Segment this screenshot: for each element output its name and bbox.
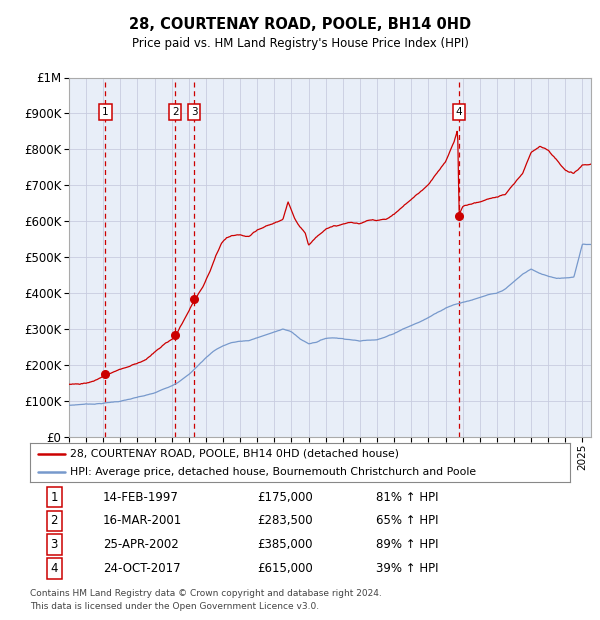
Text: HPI: Average price, detached house, Bournemouth Christchurch and Poole: HPI: Average price, detached house, Bour… (71, 467, 476, 477)
Text: £283,500: £283,500 (257, 515, 313, 528)
Text: 24-OCT-2017: 24-OCT-2017 (103, 562, 181, 575)
Text: 28, COURTENAY ROAD, POOLE, BH14 0HD: 28, COURTENAY ROAD, POOLE, BH14 0HD (129, 17, 471, 32)
Text: £385,000: £385,000 (257, 538, 312, 551)
Text: 28, COURTENAY ROAD, POOLE, BH14 0HD (detached house): 28, COURTENAY ROAD, POOLE, BH14 0HD (det… (71, 449, 400, 459)
Text: 1: 1 (102, 107, 109, 117)
Text: £615,000: £615,000 (257, 562, 313, 575)
Text: 3: 3 (191, 107, 197, 117)
Text: 2: 2 (50, 515, 58, 528)
Text: 1: 1 (50, 490, 58, 503)
Text: 81% ↑ HPI: 81% ↑ HPI (376, 490, 438, 503)
Text: Price paid vs. HM Land Registry's House Price Index (HPI): Price paid vs. HM Land Registry's House … (131, 37, 469, 50)
Text: 3: 3 (50, 538, 58, 551)
Text: 39% ↑ HPI: 39% ↑ HPI (376, 562, 438, 575)
Text: This data is licensed under the Open Government Licence v3.0.: This data is licensed under the Open Gov… (30, 602, 319, 611)
Text: Contains HM Land Registry data © Crown copyright and database right 2024.: Contains HM Land Registry data © Crown c… (30, 590, 382, 598)
Text: £175,000: £175,000 (257, 490, 313, 503)
Text: 65% ↑ HPI: 65% ↑ HPI (376, 515, 438, 528)
Text: 4: 4 (50, 562, 58, 575)
Text: 4: 4 (456, 107, 463, 117)
Text: 89% ↑ HPI: 89% ↑ HPI (376, 538, 438, 551)
Text: 25-APR-2002: 25-APR-2002 (103, 538, 179, 551)
Text: 2: 2 (172, 107, 179, 117)
Text: 16-MAR-2001: 16-MAR-2001 (103, 515, 182, 528)
Text: 14-FEB-1997: 14-FEB-1997 (103, 490, 179, 503)
